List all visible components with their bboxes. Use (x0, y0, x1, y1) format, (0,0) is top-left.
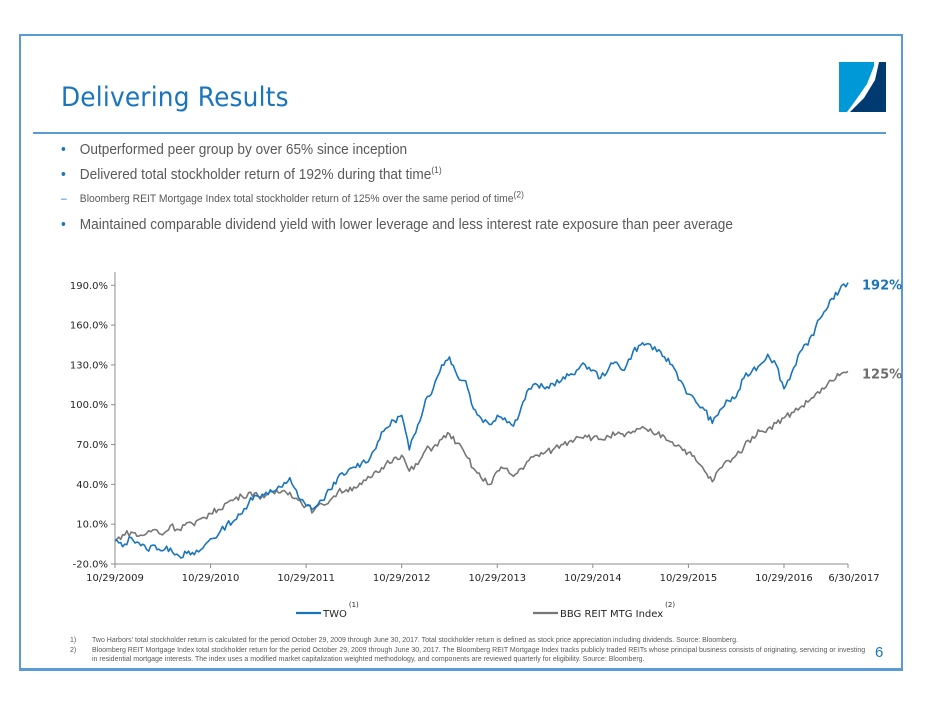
x-tick-label: 10/29/2016 (755, 573, 813, 584)
end-labels: 192% 125% (862, 279, 902, 383)
bullet-text: Bloomberg REIT Mortgage Index total stoc… (79, 189, 524, 205)
legend-label: BBG REIT MTG Index (560, 609, 663, 620)
footnote-number: 1) (70, 637, 77, 644)
bullet-dot: • (61, 167, 66, 183)
y-tick-label: 160.0% (70, 321, 108, 332)
y-tick-label: 190.0% (70, 281, 108, 292)
legend-label: TWO (322, 609, 347, 620)
y-axis: -20.0% 10.0% 40.0% 70.0% 100.0% 130.0% 160.0% 1… (70, 272, 116, 571)
bullet-text: Maintained comparable dividend yield wit… (79, 217, 733, 233)
title-divider (33, 132, 886, 134)
x-tick-label: 10/29/2010 (182, 573, 240, 584)
series-layer (114, 282, 849, 559)
bullet-dash: – (61, 193, 67, 205)
bullet-text: Delivered total stockholder return of 19… (79, 165, 442, 183)
y-tick-label: 70.0% (76, 440, 108, 451)
legend-footnote-ref: (2) (665, 601, 675, 609)
bullet-dot: • (61, 142, 66, 158)
chart-legend: TWO(1) BBG REIT MTG Index(2) (296, 601, 675, 620)
slide-frame (19, 34, 903, 671)
footnote-text: Two Harbors' total stockholder return is… (92, 637, 738, 644)
x-tick-label: 10/29/2012 (373, 573, 431, 584)
x-tick-label: 10/29/2011 (277, 573, 335, 584)
footnote-ref: (2) (513, 189, 524, 200)
x-tick-label: 10/29/2013 (468, 573, 526, 584)
bullet-text: Outperformed peer group by over 65% sinc… (79, 142, 408, 158)
y-tick-label: 10.0% (76, 520, 108, 531)
footnote-number: 2) (70, 646, 77, 654)
footnote-ref: (1) (431, 165, 442, 176)
bullet-dot: • (61, 217, 66, 233)
y-tick-label: -20.0% (73, 560, 108, 571)
x-tick-label: 10/29/2014 (564, 573, 622, 584)
tsr-line-chart: -20.0% 10.0% 40.0% 70.0% 100.0% 130.0% 160.0% 1… (70, 272, 902, 620)
legend-footnote-ref: (1) (349, 601, 359, 609)
x-tick-label: 10/29/2009 (86, 573, 144, 584)
x-tick-label: 6/30/2017 (828, 573, 879, 584)
page-number: 6 (875, 644, 884, 661)
footnotes: 1) Two Harbors' total stockholder return… (70, 636, 870, 665)
footnote-1: 1) Two Harbors' total stockholder return… (70, 636, 870, 646)
series-line-two (114, 282, 849, 559)
x-tick-label: 10/29/2015 (660, 573, 718, 584)
y-tick-label: 130.0% (70, 360, 108, 371)
logo-light-panel (839, 62, 874, 112)
y-tick-label: 40.0% (76, 480, 108, 491)
footnote-text: Bloomberg REIT Mortgage Index total stoc… (92, 646, 866, 664)
x-axis: 10/29/2009 10/29/2010 10/29/2011 10/29/2012… (86, 563, 880, 584)
footnote-2: 2) Bloomberg REIT Mortgage Index total s… (70, 646, 870, 665)
end-label-index: 125% (862, 368, 902, 383)
y-tick-label: 100.0% (70, 400, 108, 411)
slide-title: Delivering Results (61, 82, 289, 113)
company-logo-icon (839, 62, 886, 112)
end-label-two: 192% (862, 279, 902, 294)
series-line-bbg-reit-mtg-index (114, 370, 849, 542)
logo-dark-panel (850, 62, 886, 112)
